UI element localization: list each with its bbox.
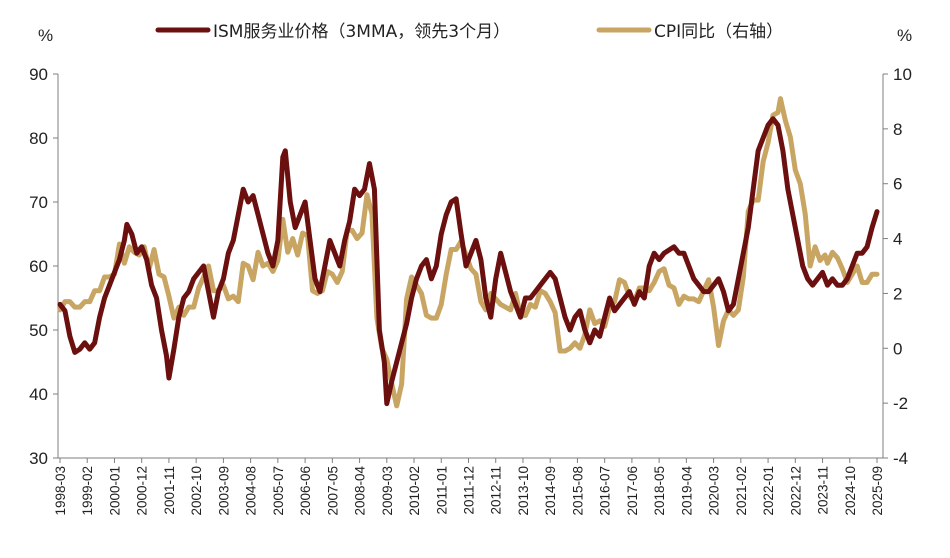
x-tick-label: 2016-07 — [598, 466, 613, 516]
x-tick-label: 2014-09 — [543, 466, 558, 516]
x-tick-label: 2025-09 — [870, 466, 885, 516]
x-tick-label: 1999-02 — [80, 466, 95, 516]
x-tick-label: 2001-11 — [162, 466, 177, 515]
x-tick-label: 2004-08 — [244, 466, 259, 516]
left-tick-label: 70 — [29, 193, 48, 212]
right-tick-label: 4 — [893, 230, 902, 249]
left-tick-label: 90 — [29, 65, 48, 84]
left-tick-label: 30 — [29, 449, 48, 468]
left-tick-label: 80 — [29, 129, 48, 148]
x-tick-label: 2020-03 — [707, 466, 722, 516]
x-tick-label: 2013-10 — [516, 466, 531, 516]
x-tick-label: 1998-03 — [53, 466, 68, 516]
x-tick-label: 2024-10 — [843, 466, 858, 516]
series-line-ism — [57, 116, 880, 407]
x-tick-label: 2022-01 — [761, 466, 776, 516]
x-tick-label: 2023-11 — [816, 466, 831, 515]
right-tick-label: 10 — [893, 65, 912, 84]
x-tick-label: 2000-12 — [135, 466, 150, 516]
left-axis-ticks: 30 40 50 60 70 80 90 — [29, 65, 58, 468]
series-line-cpi — [57, 96, 880, 409]
x-tick-label: 2022-12 — [788, 466, 803, 516]
right-tick-label: 0 — [893, 339, 902, 358]
x-tick-label: 2011-12 — [462, 466, 477, 515]
x-tick-label: 2008-04 — [353, 466, 368, 516]
x-tick-label: 2006-06 — [298, 466, 313, 516]
legend-label-ism: ISM服务业价格（3MMA，领先3个月） — [213, 22, 510, 42]
x-tick-label: 2002-10 — [189, 466, 204, 516]
x-tick-label: 2011-01 — [434, 466, 449, 515]
x-axis-ticks: 1998-03 1999-02 2000-01 2000-12 2001-11 2002-… — [53, 458, 885, 516]
legend-label-cpi: CPI同比（右轴） — [654, 22, 783, 42]
x-tick-label: 2009-03 — [380, 466, 395, 516]
series-layer — [57, 96, 880, 409]
right-tick-label: -2 — [893, 394, 908, 413]
x-tick-label: 2007-05 — [325, 466, 340, 516]
x-tick-label: 2010-02 — [407, 466, 422, 516]
right-tick-label: 2 — [893, 284, 902, 303]
left-axis-unit: % — [38, 26, 53, 45]
right-tick-label: 8 — [893, 120, 902, 139]
x-tick-label: 2021-02 — [734, 466, 749, 516]
x-tick-label: 2012-11 — [489, 466, 504, 515]
x-tick-label: 2000-01 — [107, 466, 122, 516]
right-axis-unit: % — [897, 26, 912, 45]
x-tick-label: 2017-06 — [625, 466, 640, 516]
x-tick-label: 2018-05 — [652, 466, 667, 516]
right-axis-ticks: -4 -2 0 2 4 6 8 10 — [883, 65, 912, 468]
x-tick-label: 2003-09 — [216, 466, 231, 516]
right-tick-label: -4 — [893, 449, 908, 468]
left-tick-label: 40 — [29, 385, 48, 404]
right-tick-label: 6 — [893, 175, 902, 194]
left-tick-label: 50 — [29, 321, 48, 340]
x-tick-label: 2005-07 — [271, 466, 286, 516]
x-tick-label: 2019-04 — [679, 466, 694, 516]
x-tick-label: 2015-08 — [570, 466, 585, 516]
legend: ISM服务业价格（3MMA，领先3个月） CPI同比（右轴） — [155, 22, 783, 42]
left-tick-label: 60 — [29, 257, 48, 276]
